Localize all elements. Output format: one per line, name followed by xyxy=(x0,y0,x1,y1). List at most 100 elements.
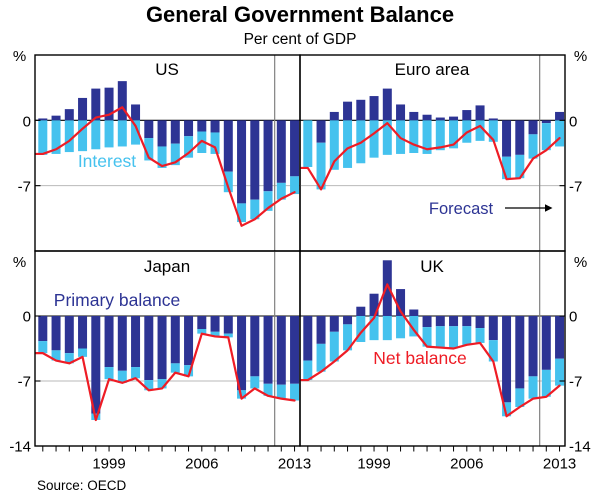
interest-bar xyxy=(449,326,459,349)
primary-balance-bar xyxy=(104,316,114,368)
interest-bar xyxy=(422,120,432,154)
interest-bar xyxy=(528,376,538,399)
interest-bar xyxy=(502,156,512,180)
primary-balance-bar xyxy=(435,117,445,121)
interest-bar xyxy=(157,146,167,168)
primary-balance-bar xyxy=(91,88,101,121)
interest-bar xyxy=(51,120,61,154)
primary-balance-bar xyxy=(131,316,141,368)
interest-bar xyxy=(117,370,127,383)
interest-bar xyxy=(382,316,392,341)
interest-bar xyxy=(38,341,48,354)
primary-balance-bar xyxy=(223,316,233,334)
net-balance-line xyxy=(299,122,561,191)
y-axis-0-bottom-left: 0 xyxy=(23,309,31,326)
primary-balance-bar xyxy=(290,120,300,177)
interest-bar xyxy=(435,120,445,151)
y-axis-minus14-bottom-left: -14 xyxy=(9,439,31,456)
interest-bar xyxy=(104,120,114,148)
interest-bar xyxy=(555,358,565,386)
primary-balance-bar xyxy=(290,316,300,384)
primary-balance-bar xyxy=(91,316,101,414)
primary-balance-bar xyxy=(502,316,512,403)
y-axis-minus7-bottom-left: -7 xyxy=(18,374,31,391)
interest-bar xyxy=(316,343,326,372)
primary-balance-bar xyxy=(276,316,286,385)
interest-bar xyxy=(276,384,286,399)
interest-bar xyxy=(316,142,326,190)
interest-bar xyxy=(210,331,220,337)
interest-bar xyxy=(303,120,313,167)
interest-bar xyxy=(197,329,207,334)
x-axis-2006-right: 2006 xyxy=(450,456,483,473)
net-balance-series-label: Net balance xyxy=(373,348,466,368)
panel-title-uk: UK xyxy=(420,257,444,276)
forecast-label: Forecast xyxy=(429,200,494,218)
primary-balance-bar xyxy=(237,120,247,204)
primary-balance-series-label: Primary balance xyxy=(54,290,180,310)
interest-bar xyxy=(131,120,141,145)
interest-bar xyxy=(555,120,565,147)
primary-balance-bar xyxy=(409,309,419,316)
primary-balance-bar xyxy=(369,293,379,316)
primary-balance-bar xyxy=(197,120,207,132)
interest-bar xyxy=(250,376,260,389)
interest-bar xyxy=(475,120,485,141)
primary-balance-bar xyxy=(250,316,260,377)
primary-balance-bar xyxy=(435,316,445,327)
panel-frame xyxy=(34,54,301,252)
primary-balance-bar xyxy=(329,316,339,332)
x-axis-1999-left: 1999 xyxy=(92,456,125,473)
panel-title-euro-area: Euro area xyxy=(395,60,470,79)
interest-bar xyxy=(515,154,525,179)
primary-balance-bar xyxy=(157,120,167,147)
y-axis-0-bottom-right: 0 xyxy=(569,309,577,326)
y-axis-0-top-right: 0 xyxy=(569,114,577,131)
primary-balance-bar xyxy=(78,316,88,349)
primary-balance-bar xyxy=(170,316,180,364)
x-axis-2013-right: 2013 xyxy=(543,456,576,473)
interest-bar xyxy=(303,360,313,381)
primary-balance-bar xyxy=(515,120,525,155)
panel-title-us: US xyxy=(155,60,179,79)
primary-balance-bar xyxy=(250,120,260,200)
primary-balance-bar xyxy=(422,316,432,328)
primary-balance-bar xyxy=(276,120,286,183)
primary-balance-bar xyxy=(51,316,61,351)
primary-balance-bar xyxy=(263,120,273,192)
primary-balance-bar xyxy=(131,104,141,121)
interest-bar xyxy=(382,120,392,155)
interest-bar xyxy=(38,120,48,155)
y-axis-minus7-top-right: -7 xyxy=(569,179,582,196)
x-axis-2006-left: 2006 xyxy=(185,456,218,473)
interest-bar xyxy=(144,380,154,391)
primary-balance-bar xyxy=(422,114,432,121)
interest-bar xyxy=(449,120,459,149)
primary-balance-bar xyxy=(157,316,167,380)
y-axis-percent-bottom-right: % xyxy=(574,254,587,271)
interest-bar xyxy=(356,316,366,342)
primary-balance-bar xyxy=(555,111,565,121)
primary-balance-bar xyxy=(170,120,180,144)
panel-frame xyxy=(34,250,301,447)
plot-area xyxy=(34,54,566,452)
interest-bar xyxy=(64,353,74,364)
interest-bar xyxy=(488,340,498,362)
interest-bar xyxy=(515,388,525,407)
interest-bar xyxy=(64,120,74,153)
primary-balance-bar xyxy=(51,115,61,121)
primary-balance-bar xyxy=(475,316,485,329)
interest-bar xyxy=(131,367,141,379)
interest-bar xyxy=(369,316,379,341)
primary-balance-bar xyxy=(528,120,538,135)
y-axis-minus7-top-left: -7 xyxy=(18,179,31,196)
interest-bar xyxy=(250,199,260,220)
primary-balance-bar xyxy=(303,316,313,361)
interest-bar xyxy=(502,402,512,417)
primary-balance-bar xyxy=(64,109,74,121)
primary-balance-bar xyxy=(449,316,459,327)
y-axis-minus14-bottom-right: -14 xyxy=(569,439,591,456)
primary-balance-bar xyxy=(462,316,472,327)
primary-balance-bar xyxy=(184,120,194,137)
